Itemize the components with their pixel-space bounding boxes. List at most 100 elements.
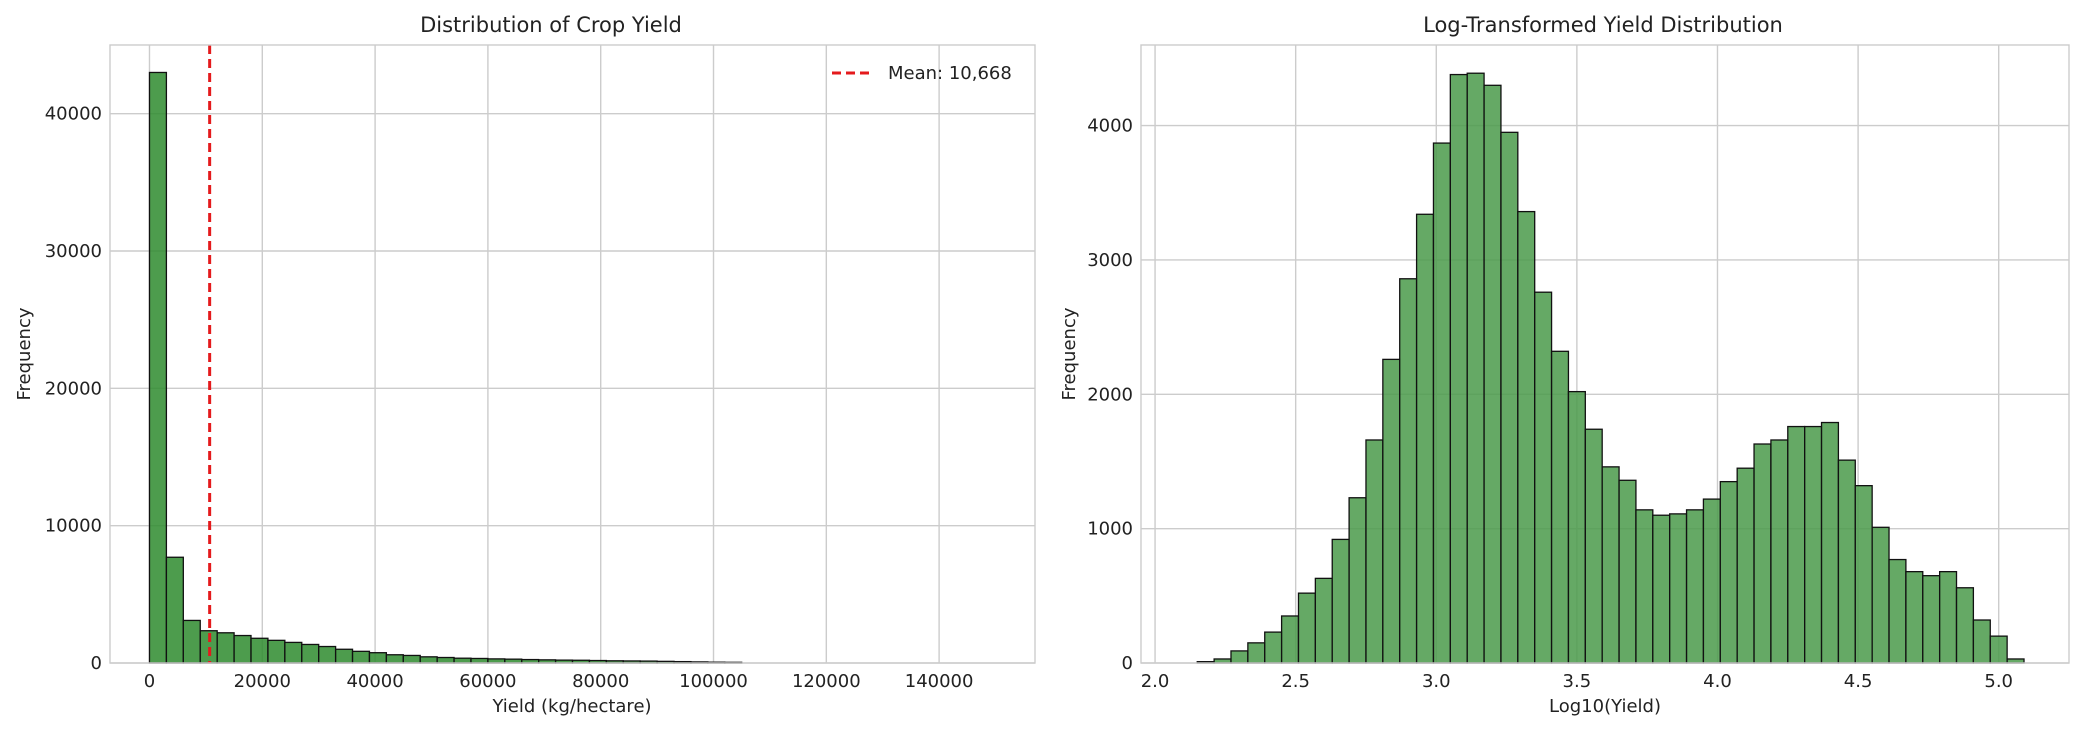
histogram-bar bbox=[165, 556, 184, 664]
histogram-bar bbox=[453, 657, 472, 664]
histogram-bar bbox=[1652, 514, 1671, 664]
chart-title: Log-Transformed Yield Distribution bbox=[1423, 13, 1783, 37]
histogram-bar bbox=[1770, 439, 1789, 664]
y-tick-label: 0 bbox=[1122, 653, 1133, 674]
x-tick-label: 60000 bbox=[459, 671, 516, 692]
histogram-bar bbox=[1837, 459, 1856, 664]
histogram-bar bbox=[419, 656, 438, 664]
chart-title: Distribution of Crop Yield bbox=[420, 13, 682, 37]
y-tick-label: 4000 bbox=[1087, 116, 1133, 137]
x-tick-label: 0 bbox=[144, 671, 155, 692]
histogram-bar bbox=[1888, 558, 1907, 664]
histogram-bar bbox=[436, 656, 455, 664]
histogram-bar bbox=[1432, 142, 1451, 664]
histogram-bar bbox=[368, 652, 388, 664]
histogram-bar bbox=[301, 643, 320, 664]
histogram-bar bbox=[1820, 421, 1840, 664]
histogram-bar bbox=[1955, 587, 1975, 664]
x-tick-label: 4.5 bbox=[1844, 671, 1873, 692]
histogram-bar bbox=[1787, 425, 1806, 664]
y-ticks: 0 10000 20000 30000 40000 bbox=[45, 104, 102, 674]
x-tick-label: 2.5 bbox=[1281, 671, 1310, 692]
histogram-bar bbox=[1871, 526, 1890, 664]
histogram-bar bbox=[250, 637, 269, 664]
y-tick-label: 10000 bbox=[45, 516, 102, 537]
histogram-bar bbox=[284, 641, 303, 664]
x-ticks: 0 20000 40000 60000 80000 100000 120000 140000 bbox=[144, 671, 974, 692]
x-tick-label: 2.0 bbox=[1141, 671, 1170, 692]
histogram-bar bbox=[1331, 538, 1350, 664]
x-tick-label: 40000 bbox=[346, 671, 403, 692]
x-tick-label: 3.0 bbox=[1422, 671, 1451, 692]
y-tick-label: 3000 bbox=[1087, 250, 1133, 271]
bars bbox=[1196, 72, 2025, 664]
y-tick-label: 40000 bbox=[45, 104, 102, 125]
histogram-bar bbox=[1550, 350, 1570, 664]
bars bbox=[148, 71, 743, 664]
histogram-bar bbox=[1466, 72, 1485, 664]
histogram-bar bbox=[385, 654, 404, 664]
y-tick-label: 30000 bbox=[45, 241, 102, 262]
x-tick-label: 140000 bbox=[905, 671, 974, 692]
histogram-bar bbox=[1247, 642, 1266, 664]
legend-label: Mean: 10,668 bbox=[888, 63, 1012, 84]
histogram-bar bbox=[1230, 650, 1249, 664]
histogram-bar bbox=[334, 648, 354, 664]
crop-yield-histogram: Distribution of Crop Yield 0 20000 40000 60… bbox=[14, 13, 1036, 717]
histogram-bar bbox=[1702, 498, 1721, 664]
y-tick-label: 20000 bbox=[45, 378, 102, 399]
y-tick-label: 0 bbox=[91, 653, 102, 674]
histogram-bar bbox=[318, 645, 337, 664]
x-tick-label: 5.0 bbox=[1984, 671, 2013, 692]
histogram-bar bbox=[1567, 390, 1586, 664]
histogram-bar bbox=[1314, 577, 1333, 664]
plot-frame bbox=[1140, 44, 2070, 664]
histogram-bar bbox=[1483, 84, 1502, 664]
histogram-bar bbox=[1517, 210, 1536, 664]
histogram-bar bbox=[1753, 443, 1772, 664]
histogram-bar bbox=[1922, 575, 1941, 664]
y-ticks: 0 1000 2000 3000 4000 bbox=[1087, 116, 1133, 674]
histogram-bar bbox=[1280, 615, 1300, 664]
histogram-bar bbox=[1635, 509, 1654, 664]
histogram-bar bbox=[216, 632, 235, 664]
histogram-bar bbox=[1500, 131, 1519, 664]
y-axis-label: Frequency bbox=[1059, 307, 1080, 400]
legend: Mean: 10,668 bbox=[832, 63, 1012, 84]
plot-frame bbox=[109, 44, 1036, 664]
histogram-bar bbox=[1264, 631, 1283, 664]
x-tick-label: 4.0 bbox=[1703, 671, 1732, 692]
y-tick-label: 2000 bbox=[1087, 384, 1133, 405]
x-tick-label: 20000 bbox=[234, 671, 291, 692]
x-ticks: 2.0 2.5 3.0 3.5 4.0 4.5 5.0 bbox=[1141, 671, 2013, 692]
histogram-bar bbox=[1685, 509, 1705, 664]
histogram-bar bbox=[1382, 358, 1401, 664]
x-tick-label: 80000 bbox=[572, 671, 629, 692]
y-axis-label: Frequency bbox=[14, 307, 35, 400]
histogram-bar bbox=[1804, 425, 1823, 664]
histogram-bar bbox=[1415, 213, 1435, 664]
histogram-bar bbox=[233, 634, 252, 664]
histogram-bar bbox=[1449, 73, 1468, 664]
histogram-bar bbox=[402, 654, 421, 664]
histogram-bar bbox=[1584, 428, 1603, 664]
histogram-bar bbox=[1601, 466, 1620, 664]
histogram-bar bbox=[1669, 513, 1688, 664]
x-tick-label: 100000 bbox=[679, 671, 748, 692]
y-tick-label: 1000 bbox=[1087, 519, 1133, 540]
histogram-bar bbox=[1719, 480, 1738, 664]
histogram-bar bbox=[182, 619, 201, 664]
x-tick-label: 120000 bbox=[792, 671, 861, 692]
x-axis-label: Log10(Yield) bbox=[1549, 696, 1661, 717]
histogram-bar bbox=[1905, 570, 1924, 664]
log-yield-histogram: Log-Transformed Yield Distribution 2.0 2.… bbox=[1059, 13, 2070, 717]
histogram-bar bbox=[1938, 570, 1958, 664]
grid bbox=[110, 45, 1035, 664]
histogram-bar bbox=[1348, 497, 1367, 664]
histogram-bar bbox=[1989, 635, 2008, 664]
histogram-bar bbox=[148, 71, 168, 664]
histogram-bar bbox=[1365, 439, 1384, 664]
histogram-bar bbox=[1399, 278, 1418, 664]
histogram-bar bbox=[351, 650, 371, 664]
